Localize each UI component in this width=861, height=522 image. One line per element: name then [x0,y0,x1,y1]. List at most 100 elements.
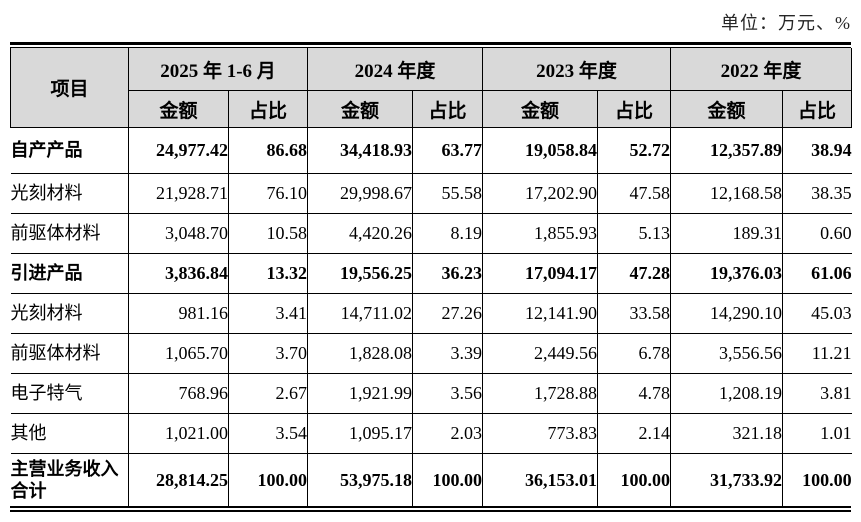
amount-cell: 189.31 [670,213,784,254]
amount-cell: 3,048.70 [128,213,229,254]
ratio-cell: 47.58 [597,173,672,214]
amount-cell: 981.16 [128,293,229,334]
ratio-cell: 3.56 [412,373,484,414]
amount-cell: 3,556.56 [670,333,784,374]
ratio-cell: 38.35 [782,173,852,214]
ratio-cell: 4.78 [597,373,672,414]
header-period-row: 项目 2025 年 1-6 月 2024 年度 2023 年度 2022 年度 [10,48,853,128]
amount-cell: 17,202.90 [482,173,599,214]
revenue-table-container: 项目 2025 年 1-6 月 2024 年度 2023 年度 2022 年度 … [10,42,853,512]
ratio-cell: 55.58 [412,173,484,214]
amount-cell: 21,928.71 [128,173,229,214]
row-label: 前驱体材料 [10,333,129,374]
amount-cell: 4,420.26 [307,213,414,254]
amount-cell: 19,556.25 [307,253,414,294]
amount-cell: 14,290.10 [670,293,784,334]
ratio-cell: 100.00 [782,453,852,506]
row-label: 电子特气 [10,373,129,414]
amount-cell: 2,449.56 [482,333,599,374]
ratio-cell: 36.23 [412,253,484,294]
header-ratio-2025h1: 占比 [227,90,309,128]
row-label: 其他 [10,413,129,454]
ratio-cell: 3.81 [782,373,852,414]
ratio-cell: 11.21 [782,333,852,374]
header-period-2022: 2022 年度 [670,48,853,91]
table-row: 前驱体材料 1,065.70 3.70 1,828.08 3.39 2,449.… [10,333,852,374]
header-period-2024: 2024 年度 [307,48,484,91]
table-row: 电子特气 768.96 2.67 1,921.99 3.56 1,728.88 … [10,373,852,414]
row-label: 光刻材料 [10,173,129,214]
amount-cell: 31,733.92 [670,453,784,506]
ratio-cell: 10.58 [227,213,309,254]
unit-label: 单位：万元、% [721,13,851,33]
table-row: 引进产品 3,836.84 13.32 19,556.25 36.23 17,0… [10,253,852,294]
ratio-cell: 2.14 [597,413,672,454]
header-period-2023: 2023 年度 [482,48,672,91]
header-amount-2023: 金额 [482,90,599,128]
ratio-cell: 38.94 [782,127,852,174]
ratio-cell: 100.00 [412,453,484,506]
amount-cell: 1,828.08 [307,333,414,374]
ratio-cell: 8.19 [412,213,484,254]
header-amount-2025h1: 金额 [128,90,229,128]
amount-cell: 12,168.58 [670,173,784,214]
ratio-cell: 2.67 [227,373,309,414]
ratio-cell: 45.03 [782,293,852,334]
amount-cell: 28,814.25 [128,453,229,506]
amount-cell: 1,021.00 [128,413,229,454]
amount-cell: 768.96 [128,373,229,414]
header-ratio-2022: 占比 [782,90,853,128]
ratio-cell: 33.58 [597,293,672,334]
ratio-cell: 3.70 [227,333,309,374]
amount-cell: 1,728.88 [482,373,599,414]
header-amount-2024: 金额 [307,90,414,128]
amount-cell: 1,208.19 [670,373,784,414]
header-item-column: 项目 [10,48,129,128]
revenue-table: 项目 2025 年 1-6 月 2024 年度 2023 年度 2022 年度 … [10,48,853,506]
amount-cell: 14,711.02 [307,293,414,334]
amount-cell: 1,095.17 [307,413,414,454]
amount-cell: 19,058.84 [482,127,599,174]
table-total-row: 主营业务收入合计 28,814.25 100.00 53,975.18 100.… [10,453,852,506]
amount-cell: 3,836.84 [128,253,229,294]
ratio-cell: 27.26 [412,293,484,334]
amount-cell: 19,376.03 [670,253,784,294]
ratio-cell: 2.03 [412,413,484,454]
amount-cell: 773.83 [482,413,599,454]
amount-cell: 321.18 [670,413,784,454]
table-row: 光刻材料 981.16 3.41 14,711.02 27.26 12,141.… [10,293,852,334]
ratio-cell: 100.00 [597,453,672,506]
table-top-border [10,42,851,48]
header-sub-row: 金额 占比 金额 占比 金额 占比 金额 占比 [11,90,853,128]
ratio-cell: 5.13 [597,213,672,254]
amount-cell: 12,357.89 [670,127,784,174]
table-row: 光刻材料 21,928.71 76.10 29,998.67 55.58 17,… [10,173,852,214]
amount-cell: 12,141.90 [482,293,599,334]
amount-cell: 1,855.93 [482,213,599,254]
amount-cell: 1,921.99 [307,373,414,414]
ratio-cell: 100.00 [227,453,309,506]
ratio-cell: 13.32 [227,253,309,294]
ratio-cell: 86.68 [227,127,309,174]
header-ratio-2024: 占比 [412,90,484,128]
ratio-cell: 76.10 [227,173,309,214]
table-row: 前驱体材料 3,048.70 10.58 4,420.26 8.19 1,855… [10,213,852,254]
row-label: 光刻材料 [10,293,129,334]
ratio-cell: 3.39 [412,333,484,374]
amount-cell: 34,418.93 [307,127,414,174]
amount-cell: 17,094.17 [482,253,599,294]
ratio-cell: 1.01 [782,413,852,454]
table-row: 其他 1,021.00 3.54 1,095.17 2.03 773.83 2.… [10,413,852,454]
ratio-cell: 52.72 [597,127,672,174]
amount-cell: 29,998.67 [307,173,414,214]
table-row: 自产产品 24,977.42 86.68 34,418.93 63.77 19,… [10,127,852,174]
amount-cell: 24,977.42 [128,127,229,174]
header-ratio-2023: 占比 [597,90,672,128]
table-bottom-border [10,506,851,512]
ratio-cell: 6.78 [597,333,672,374]
row-label: 引进产品 [10,253,129,294]
amount-cell: 1,065.70 [128,333,229,374]
amount-cell: 36,153.01 [482,453,599,506]
ratio-cell: 3.54 [227,413,309,454]
row-label: 主营业务收入合计 [10,453,129,506]
